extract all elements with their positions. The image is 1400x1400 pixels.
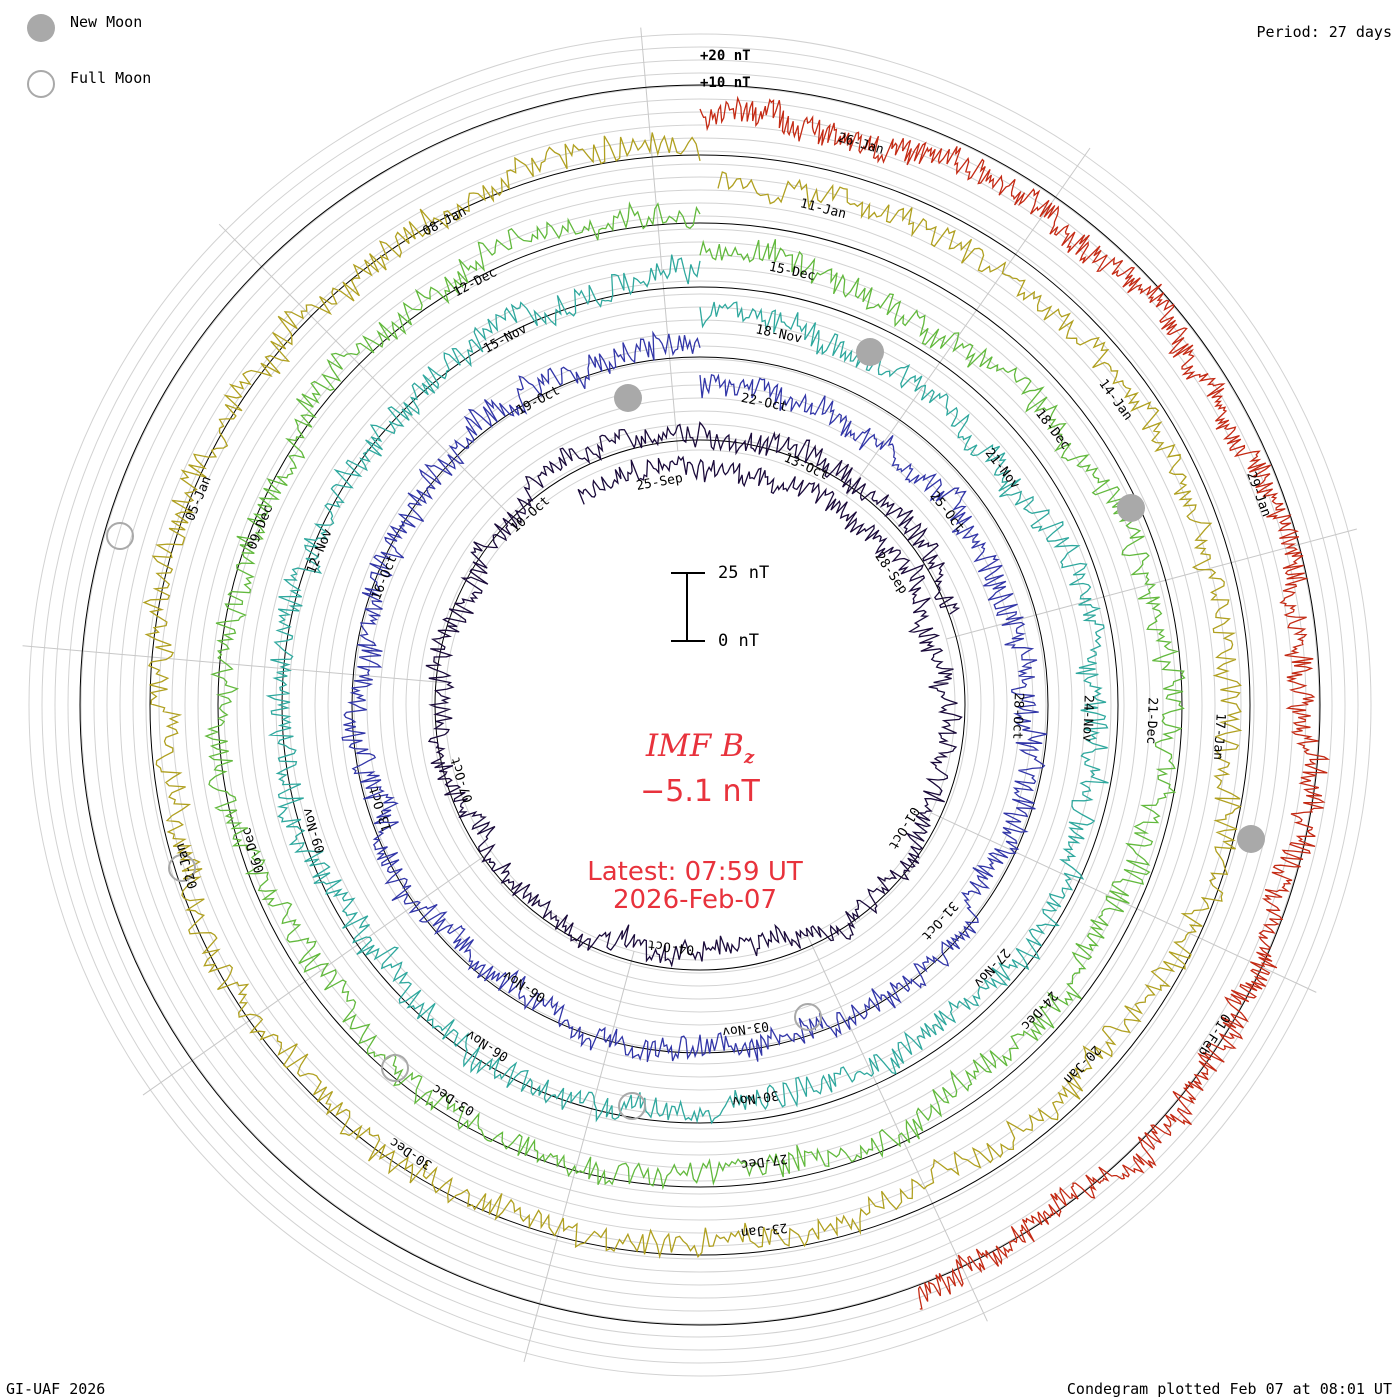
full-moon-marker bbox=[381, 1054, 409, 1082]
date-label: 28-Sep bbox=[871, 550, 910, 597]
cycle-reference-circle bbox=[351, 356, 1049, 1054]
grid-circle bbox=[80, 85, 1320, 1325]
date-label: 24-Nov bbox=[1079, 695, 1096, 743]
cycle-reference-circle bbox=[434, 439, 966, 971]
series-trace-cycle-2 bbox=[341, 330, 1048, 1063]
grid-circle bbox=[444, 449, 956, 961]
grid-circle bbox=[262, 267, 1138, 1143]
ring-label-plus20: +20 nT bbox=[700, 48, 751, 64]
grid-circle bbox=[405, 410, 995, 1000]
full-moon-marker bbox=[618, 1092, 646, 1120]
date-label: 23-Jan bbox=[740, 1219, 788, 1240]
ring-label-plus10: +10 nT bbox=[700, 75, 751, 91]
full-moon-marker bbox=[794, 1003, 822, 1031]
day-ray bbox=[142, 850, 492, 1096]
date-label: 03-Nov bbox=[721, 1018, 770, 1039]
series-trace-cycle-1 bbox=[425, 421, 963, 968]
grid-circle bbox=[275, 280, 1125, 1130]
full-moon-marker bbox=[168, 854, 196, 882]
grid-circle bbox=[41, 46, 1359, 1364]
date-label: 19-Oct bbox=[514, 383, 563, 418]
new-moon-marker bbox=[1117, 494, 1145, 522]
moon-markers bbox=[106, 338, 1265, 1120]
date-label: 15-Dec bbox=[768, 260, 817, 284]
cycle-reference-circle bbox=[217, 222, 1183, 1188]
grid-circle bbox=[54, 59, 1346, 1351]
period-label: Period: 27 days bbox=[1256, 23, 1392, 41]
new-moon-legend-label: New Moon bbox=[70, 13, 143, 31]
grid-circle bbox=[223, 228, 1177, 1182]
full-moon-legend-label: Full Moon bbox=[70, 69, 152, 87]
full-moon-legend-icon bbox=[27, 70, 55, 98]
date-label: 16-Oct bbox=[369, 553, 401, 602]
day-ray bbox=[640, 27, 679, 452]
series-trace-cycle-5 bbox=[142, 132, 1243, 1260]
grid-circle bbox=[288, 293, 1112, 1117]
date-label: 25-Oct bbox=[926, 489, 967, 535]
date-label: 20-Jan bbox=[1060, 1042, 1103, 1086]
grid-circle bbox=[106, 111, 1294, 1299]
grid-circle bbox=[210, 215, 1190, 1195]
day-ray bbox=[523, 951, 635, 1362]
grid-circle bbox=[184, 189, 1216, 1221]
grid-circle bbox=[158, 163, 1242, 1247]
grid-circle bbox=[28, 33, 1372, 1377]
grid-circle bbox=[119, 124, 1281, 1286]
date-label: 25-Sep bbox=[635, 471, 684, 494]
latest-value: −5.1 nT bbox=[640, 774, 760, 809]
date-label: 15-Nov bbox=[481, 321, 530, 356]
new-moon-marker bbox=[614, 384, 642, 412]
cycle-reference-circle bbox=[79, 84, 1321, 1326]
new-moon-legend-icon bbox=[27, 14, 55, 42]
date-label: 30-Nov bbox=[731, 1087, 780, 1108]
date-label: 07-Oct bbox=[448, 755, 476, 804]
footer-plotted: Condegram plotted Feb 07 at 08:01 UT bbox=[1066, 1380, 1392, 1398]
date-label: 17-Jan bbox=[1210, 713, 1228, 761]
latest-timestamp: Latest: 07:59 UT 2026-Feb-07 bbox=[500, 858, 890, 914]
date-label: 27-Dec bbox=[740, 1150, 789, 1171]
day-ray bbox=[22, 645, 447, 684]
grid-circle bbox=[392, 397, 1008, 1013]
date-label: 18-Nov bbox=[754, 322, 803, 346]
grid-circle bbox=[301, 306, 1099, 1104]
grid-circle bbox=[197, 202, 1203, 1208]
grid-circle bbox=[236, 241, 1164, 1169]
footer-credit: GI-UAF 2026 bbox=[6, 1380, 106, 1398]
grid-circle bbox=[132, 137, 1268, 1273]
full-moon-marker bbox=[106, 522, 134, 550]
grid-circle bbox=[67, 72, 1333, 1338]
series-trace-cycle-3 bbox=[265, 254, 1109, 1125]
grid-circle bbox=[327, 332, 1073, 1078]
day-ray bbox=[218, 223, 521, 526]
grid-circle bbox=[379, 384, 1021, 1026]
scale-bar bbox=[671, 572, 705, 642]
date-label: 01-Oct bbox=[885, 804, 922, 852]
date-label: 28-Oct bbox=[1009, 692, 1026, 739]
date-label: 04-Oct bbox=[647, 936, 695, 957]
scale-bottom-label: 0 nT bbox=[718, 631, 759, 651]
grid-circle bbox=[145, 150, 1255, 1260]
latest-time: Latest: 07:59 UT bbox=[587, 857, 803, 887]
grid-circle bbox=[171, 176, 1229, 1234]
new-moon-marker bbox=[856, 338, 884, 366]
series-trace-cycle-4 bbox=[204, 201, 1186, 1191]
date-label: 21-Dec bbox=[1143, 697, 1160, 744]
parameter-title: IMF Bz bbox=[645, 728, 755, 769]
day-ray bbox=[807, 935, 988, 1322]
scale-top-label: 25 nT bbox=[718, 563, 770, 583]
date-label: 13-Oct bbox=[367, 784, 396, 833]
date-label: 06-Dec bbox=[239, 825, 268, 874]
latest-date: 2026-Feb-07 bbox=[612, 885, 778, 915]
date-label: 29-Jan bbox=[1243, 470, 1274, 519]
date-label: 09-Dec bbox=[245, 503, 277, 552]
cycle-reference-circle bbox=[281, 286, 1119, 1124]
new-moon-marker bbox=[1237, 825, 1265, 853]
series-trace-cycle-6 bbox=[699, 95, 1331, 1310]
date-label: 30-Dec bbox=[387, 1134, 435, 1172]
data-traces bbox=[79, 84, 1331, 1326]
date-label: 14-Jan bbox=[1095, 377, 1135, 424]
date-label: 05-Jan bbox=[183, 474, 215, 523]
